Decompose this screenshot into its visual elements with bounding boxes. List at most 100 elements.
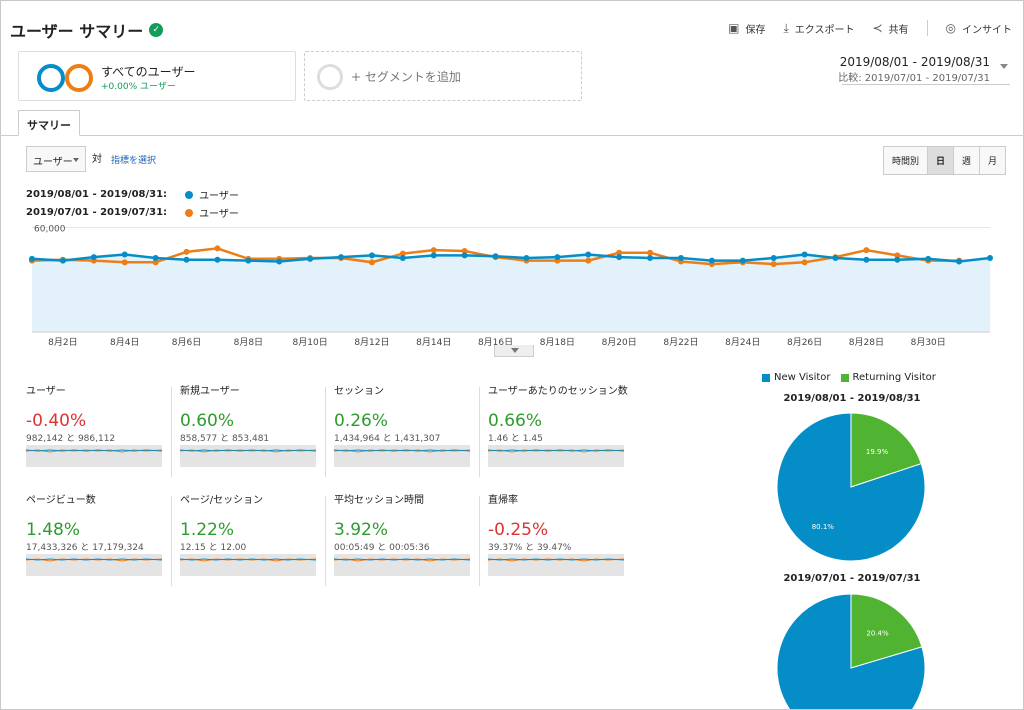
current-series-point[interactable] xyxy=(801,251,808,258)
segment-title: すべてのユーザー xyxy=(101,65,196,79)
returning-visitor-swatch-icon xyxy=(840,373,849,382)
metric-tile[interactable]: ユーザーあたりのセッション数 0.66% 1.46 と 1.45 xyxy=(488,385,640,467)
add-segment-button[interactable]: + セグメントを追加 xyxy=(304,51,582,101)
current-series-point[interactable] xyxy=(554,254,561,261)
current-series-point[interactable] xyxy=(616,254,623,261)
current-series-point[interactable] xyxy=(399,254,406,261)
current-series-point[interactable] xyxy=(338,254,345,261)
metric-tile[interactable]: セッション 0.26% 1,434,964 と 1,431,307 xyxy=(334,385,486,467)
compare-series-point[interactable] xyxy=(183,248,190,255)
current-series-point[interactable] xyxy=(59,257,66,264)
granularity-hourly-button[interactable]: 時間別 xyxy=(883,147,927,174)
metric-change-value: -0.25% xyxy=(488,520,549,540)
current-series-point[interactable] xyxy=(214,256,221,263)
current-series-point[interactable] xyxy=(90,254,97,261)
compare-series-point[interactable] xyxy=(430,247,437,254)
metric-tile[interactable]: 直帰率 -0.25% 39.37% と 39.47% xyxy=(488,494,640,576)
segment-all-users[interactable]: すべてのユーザー +0.00% ユーザー xyxy=(18,51,296,101)
metric-compare: 12.15 と 12.00 xyxy=(180,543,247,553)
compare-series-point[interactable] xyxy=(801,259,808,266)
current-series-point[interactable] xyxy=(708,257,715,264)
export-icon: ⤓ xyxy=(783,20,789,35)
current-series-point[interactable] xyxy=(152,254,159,261)
granularity-day-button[interactable]: 日 xyxy=(926,147,953,174)
metric-label: 直帰率 xyxy=(488,495,518,506)
metric-label: ページ/セッション xyxy=(180,495,264,506)
add-segment-label: + セグメントを追加 xyxy=(351,70,461,84)
compare-series-point[interactable] xyxy=(585,257,592,264)
returning-visitor-slice[interactable] xyxy=(850,412,922,488)
compare-series-point[interactable] xyxy=(461,248,468,254)
sparkline-current xyxy=(334,449,470,452)
granularity-week-button[interactable]: 週 xyxy=(952,147,979,174)
current-series-point[interactable] xyxy=(956,258,963,265)
current-series-point[interactable] xyxy=(368,252,375,259)
chart-resize-handle[interactable] xyxy=(494,345,534,357)
current-series-point[interactable] xyxy=(925,255,932,262)
metric-sparkline xyxy=(334,554,470,576)
select-metric-link[interactable]: 指標を選択 xyxy=(111,156,157,166)
current-series-point[interactable] xyxy=(430,252,437,259)
current-series-point[interactable] xyxy=(832,254,839,261)
share-button[interactable]: ≺ 共有 xyxy=(872,21,908,36)
current-series-point[interactable] xyxy=(677,254,684,261)
current-series-point[interactable] xyxy=(307,255,314,262)
current-series-point[interactable] xyxy=(863,256,870,263)
current-series-point[interactable] xyxy=(523,254,530,261)
current-series-point[interactable] xyxy=(894,256,901,263)
compare-series-point[interactable] xyxy=(121,259,128,266)
current-series-point[interactable] xyxy=(492,253,499,260)
granularity-month-button[interactable]: 月 xyxy=(978,147,1005,174)
compare-series-point[interactable] xyxy=(368,259,375,266)
metric-tile[interactable]: ページビュー数 1.48% 17,433,326 と 17,179,324 xyxy=(26,494,178,576)
current-series-point[interactable] xyxy=(987,254,993,261)
compare-series-point[interactable] xyxy=(863,247,870,254)
compare-series-point[interactable] xyxy=(214,245,221,252)
current-series-point[interactable] xyxy=(276,258,283,265)
metric-select[interactable]: ユーザー xyxy=(26,146,86,172)
metric-sparkline xyxy=(180,554,316,576)
metric-compare: 858,577 と 853,481 xyxy=(180,434,270,444)
legend-compare-series: ユーザー xyxy=(199,209,239,220)
current-series-point[interactable] xyxy=(29,255,35,262)
export-button[interactable]: ⤓ エクスポート xyxy=(783,21,854,36)
metric-tile[interactable]: ページ/セッション 1.22% 12.15 と 12.00 xyxy=(180,494,332,576)
legend-orange-dot-icon xyxy=(185,208,194,217)
y-tick-label: 60,000 xyxy=(34,224,66,234)
metric-tile-divider xyxy=(325,496,326,586)
metric-change-value: 1.48% xyxy=(26,520,81,540)
metric-change-value: 0.60% xyxy=(180,411,235,431)
insight-label: インサイト xyxy=(962,24,1012,36)
share-icon: ≺ xyxy=(872,21,883,35)
current-series-point[interactable] xyxy=(183,256,190,263)
returning-visitor-slice[interactable] xyxy=(850,593,923,669)
current-series-point[interactable] xyxy=(647,254,654,261)
insight-button[interactable]: ◎ インサイト xyxy=(946,21,1012,36)
current-series-point[interactable] xyxy=(585,251,592,258)
compare-series-point[interactable] xyxy=(152,259,159,266)
new-visitor-slice[interactable] xyxy=(776,593,926,709)
date-range-picker[interactable]: 2019/08/01 - 2019/08/31 xyxy=(839,55,990,69)
save-label: 保存 xyxy=(745,24,766,36)
toolbar-divider xyxy=(926,20,928,36)
metric-tile[interactable]: ユーザー -0.40% 982,142 と 986,112 xyxy=(26,385,178,467)
tab-summary[interactable]: サマリー xyxy=(18,110,80,136)
current-series-point[interactable] xyxy=(121,251,128,258)
metric-sparkline xyxy=(334,445,470,467)
metric-tile[interactable]: 新規ユーザー 0.60% 858,577 と 853,481 xyxy=(180,385,332,467)
current-series-point[interactable] xyxy=(461,252,468,259)
compare-series-point[interactable] xyxy=(399,250,406,257)
metric-sparkline xyxy=(488,445,624,467)
chevron-down-icon[interactable] xyxy=(1000,64,1008,69)
current-series-point[interactable] xyxy=(739,257,746,264)
compare-series-point[interactable] xyxy=(770,261,777,268)
compare-series-point[interactable] xyxy=(894,252,901,259)
compare-series-point[interactable] xyxy=(616,249,623,256)
current-series-point[interactable] xyxy=(770,254,777,261)
metric-tile[interactable]: 平均セッション時間 3.92% 00:05:49 と 00:05:36 xyxy=(334,494,486,576)
compare-series-point[interactable] xyxy=(647,249,654,256)
current-series-point[interactable] xyxy=(245,257,252,264)
legend-blue-dot-icon xyxy=(185,190,194,199)
save-button[interactable]: ▣ 保存 xyxy=(728,21,765,36)
new-visitor-slice[interactable] xyxy=(776,412,926,562)
